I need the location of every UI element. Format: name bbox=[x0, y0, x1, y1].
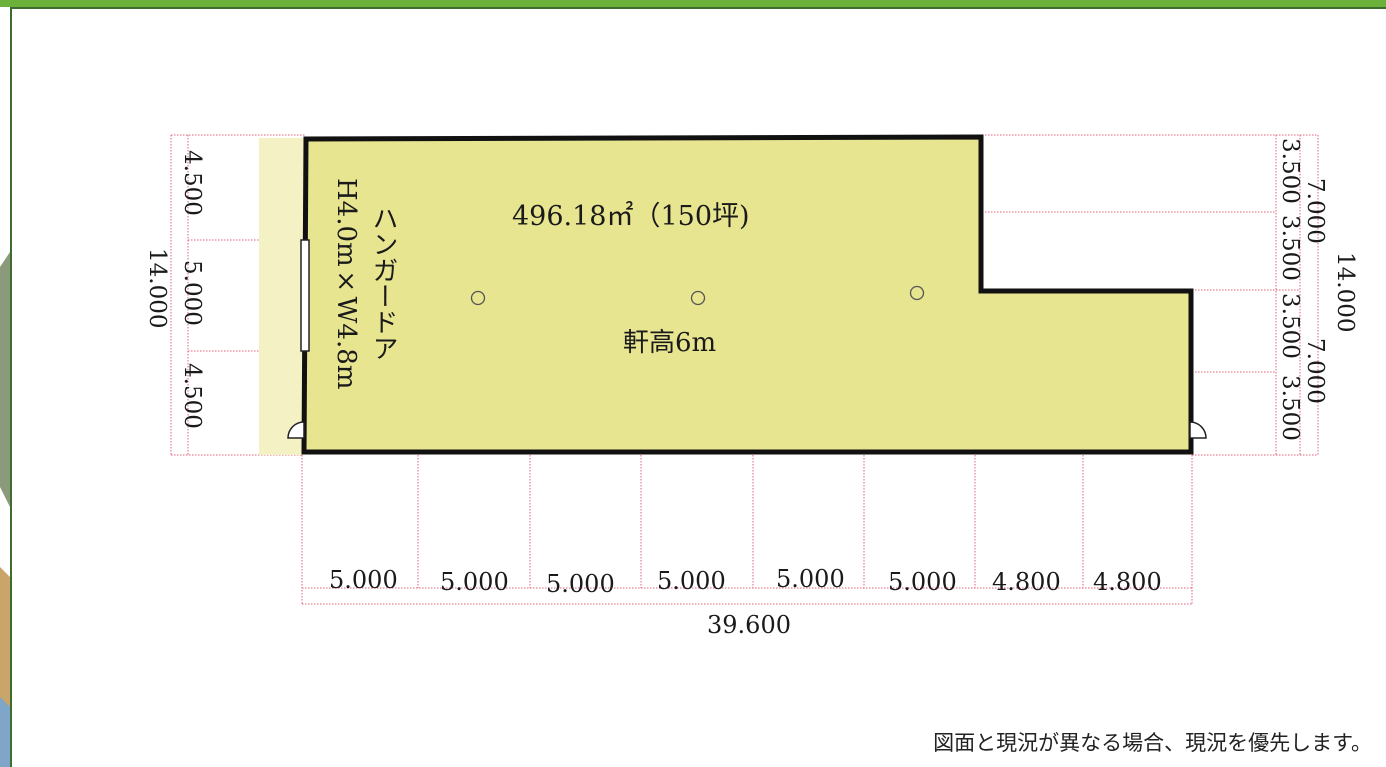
dim-right-mid: 7.000 bbox=[1302, 338, 1328, 404]
dim-bottom: 5.000 bbox=[888, 568, 957, 596]
ceiling-height-label: 軒高6m bbox=[623, 328, 717, 358]
dim-bottom: 4.800 bbox=[992, 568, 1061, 596]
columns bbox=[470, 285, 925, 306]
hangar-door-name: ハンガードア bbox=[368, 205, 398, 361]
dim-bottom-total: 39.600 bbox=[707, 611, 791, 639]
building-outline bbox=[301, 134, 1194, 455]
dim-left: 4.500 bbox=[179, 363, 205, 429]
apron-strip bbox=[259, 138, 304, 455]
dim-bottom: 5.000 bbox=[776, 565, 845, 593]
dim-bottom: 5.000 bbox=[546, 570, 615, 598]
dim-right-inner: 3.500 bbox=[1277, 293, 1303, 359]
column bbox=[690, 290, 706, 306]
top-accent-bar bbox=[0, 0, 1386, 7]
dim-bottom: 4.800 bbox=[1093, 568, 1162, 596]
dim-right-inner: 3.500 bbox=[1277, 138, 1303, 204]
dim-left-total: 14.000 bbox=[144, 248, 170, 329]
door-right bbox=[1189, 421, 1207, 439]
dim-left: 5.000 bbox=[179, 260, 205, 326]
dim-bottom: 5.000 bbox=[329, 566, 398, 594]
dim-right-inner: 3.500 bbox=[1277, 215, 1303, 281]
hangar-door bbox=[300, 239, 310, 352]
dim-right-total: 14.000 bbox=[1332, 252, 1358, 333]
door-left bbox=[287, 421, 305, 439]
left-decoration bbox=[0, 7, 10, 767]
dimension-lines bbox=[170, 134, 1319, 605]
area-label: 496.18㎡（150坪) bbox=[512, 201, 750, 232]
entry-doors bbox=[287, 421, 1207, 439]
dim-right-mid: 7.000 bbox=[1302, 178, 1328, 244]
dim-left: 4.500 bbox=[179, 150, 205, 216]
dim-bottom: 5.000 bbox=[440, 568, 509, 596]
hangar-door-size: H4.0m×W4.8m bbox=[331, 178, 361, 390]
column bbox=[470, 290, 486, 306]
column bbox=[909, 285, 925, 301]
dim-bottom: 5.000 bbox=[657, 567, 726, 595]
disclaimer-note: 図面と現況が異なる場合、現況を優先します。 bbox=[933, 731, 1372, 755]
dim-right-inner: 3.500 bbox=[1277, 375, 1303, 441]
